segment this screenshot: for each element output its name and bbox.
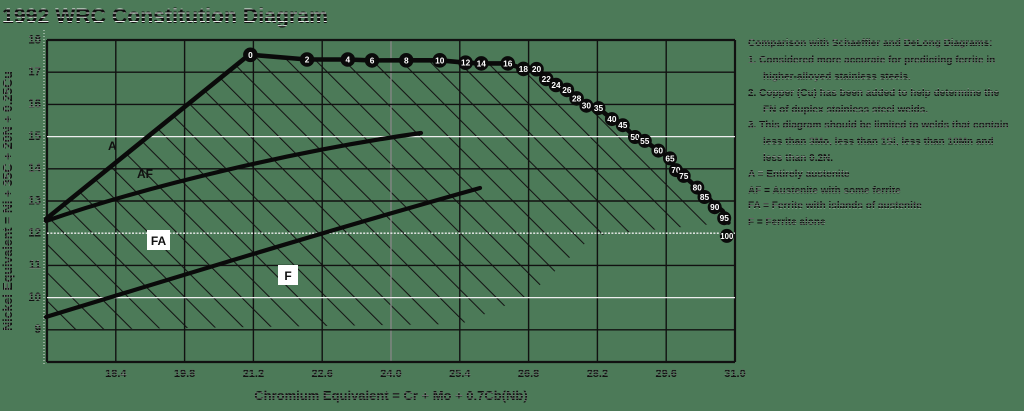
svg-text:10: 10 bbox=[435, 55, 445, 65]
svg-text:1992 WRC Constitution Diagram: 1992 WRC Constitution Diagram bbox=[2, 4, 328, 28]
svg-text:F = Ferrite alone: F = Ferrite alone bbox=[748, 217, 826, 228]
svg-text:F: F bbox=[284, 269, 291, 283]
svg-text:19.8: 19.8 bbox=[174, 368, 195, 380]
svg-text:16: 16 bbox=[503, 58, 513, 68]
svg-text:18: 18 bbox=[28, 35, 41, 47]
svg-text:Comparison with Schaeffler and: Comparison with Schaeffler and DeLong Di… bbox=[748, 38, 992, 49]
svg-text:14: 14 bbox=[28, 163, 41, 175]
svg-text:AF: AF bbox=[137, 167, 153, 181]
svg-text:24: 24 bbox=[551, 80, 561, 90]
svg-text:13: 13 bbox=[28, 196, 41, 208]
svg-text:60: 60 bbox=[654, 146, 664, 156]
svg-text:FA = Ferrite with islands of a: FA = Ferrite with islands of austenite bbox=[748, 201, 922, 212]
svg-text:20: 20 bbox=[532, 64, 542, 74]
svg-text:less than 0.2N.: less than 0.2N. bbox=[763, 153, 833, 164]
svg-text:A: A bbox=[108, 139, 117, 153]
svg-text:16: 16 bbox=[28, 99, 41, 111]
svg-text:A = Entirely austenite: A = Entirely austenite bbox=[748, 169, 850, 180]
svg-text:9: 9 bbox=[35, 324, 41, 336]
svg-text:75: 75 bbox=[679, 171, 689, 181]
svg-text:90: 90 bbox=[710, 202, 720, 212]
svg-text:35: 35 bbox=[594, 103, 604, 113]
svg-text:28: 28 bbox=[572, 93, 582, 103]
svg-text:15: 15 bbox=[28, 131, 41, 143]
svg-text:22.6: 22.6 bbox=[311, 368, 332, 380]
svg-text:85: 85 bbox=[700, 192, 710, 202]
svg-text:AF = Austenite with some ferri: AF = Austenite with some ferrite bbox=[748, 186, 901, 197]
svg-text:1. Considered more accurate fo: 1. Considered more accurate for predicti… bbox=[748, 55, 995, 66]
svg-text:17: 17 bbox=[28, 67, 41, 79]
svg-text:11: 11 bbox=[29, 260, 42, 272]
svg-text:25.4: 25.4 bbox=[449, 368, 471, 380]
svg-text:26: 26 bbox=[562, 85, 572, 95]
svg-text:2. Copper (Cu) has been added: 2. Copper (Cu) has been added to help de… bbox=[748, 88, 1000, 99]
svg-text:FA: FA bbox=[151, 234, 167, 248]
svg-text:95: 95 bbox=[720, 213, 730, 223]
svg-text:FN of duplex stainless steel w: FN of duplex stainless steel welds. bbox=[763, 105, 928, 116]
svg-text:3. This diagram should be limi: 3. This diagram should be limited to wel… bbox=[748, 120, 1009, 131]
svg-text:2: 2 bbox=[305, 55, 310, 65]
svg-text:4: 4 bbox=[345, 55, 350, 65]
svg-text:higher-alloyed stainless steel: higher-alloyed stainless steels. bbox=[763, 71, 911, 82]
svg-text:18.4: 18.4 bbox=[105, 368, 127, 380]
svg-text:30: 30 bbox=[582, 101, 592, 111]
svg-text:65: 65 bbox=[665, 153, 675, 163]
svg-text:12: 12 bbox=[28, 228, 41, 240]
svg-text:12: 12 bbox=[461, 58, 471, 68]
svg-text:28.2: 28.2 bbox=[587, 368, 608, 380]
svg-text:0: 0 bbox=[248, 50, 253, 60]
svg-text:less than 3Mo, less than 1Si,: less than 3Mo, less than 1Si, less than … bbox=[763, 137, 994, 148]
svg-text:14: 14 bbox=[477, 58, 487, 68]
svg-text:29.6: 29.6 bbox=[655, 368, 676, 380]
svg-text:Chromium Equivalent = Cr + Mo: Chromium Equivalent = Cr + Mo + 0.7Cb(Nb… bbox=[254, 388, 527, 403]
svg-text:31.0: 31.0 bbox=[724, 368, 745, 380]
svg-text:100: 100 bbox=[720, 232, 734, 241]
svg-text:6: 6 bbox=[370, 55, 375, 65]
svg-text:21.2: 21.2 bbox=[243, 368, 264, 380]
svg-text:45: 45 bbox=[618, 120, 628, 130]
svg-text:40: 40 bbox=[607, 114, 617, 124]
svg-text:26.8: 26.8 bbox=[518, 368, 539, 380]
svg-text:24.0: 24.0 bbox=[380, 368, 401, 380]
svg-text:8: 8 bbox=[404, 55, 409, 65]
svg-text:18: 18 bbox=[519, 64, 529, 74]
svg-text:10: 10 bbox=[28, 292, 41, 304]
svg-text:55: 55 bbox=[640, 136, 650, 146]
svg-text:Nickel Equivalent = Ni + 35C +: Nickel Equivalent = Ni + 35C + 20N + 0.2… bbox=[1, 71, 15, 331]
